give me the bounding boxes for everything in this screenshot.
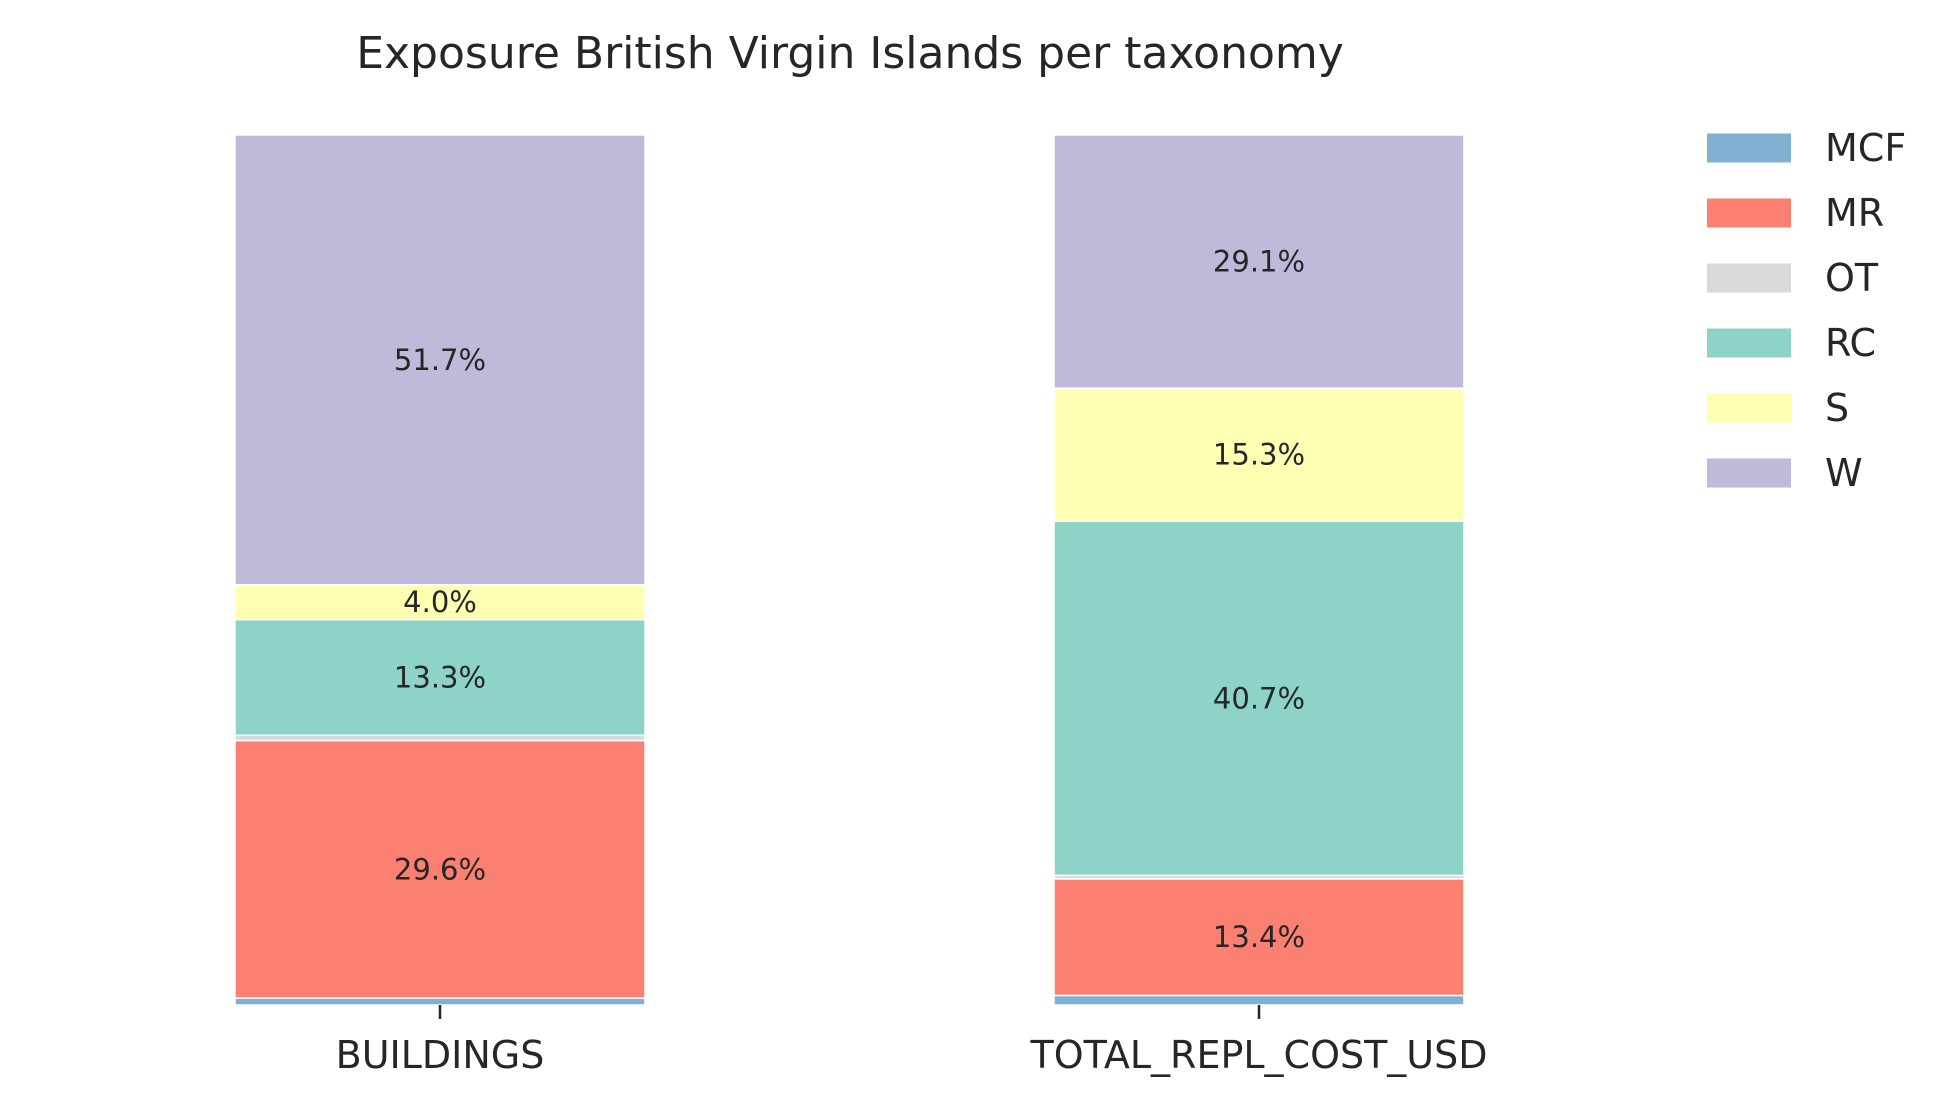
- bar-segment-buildings-rc: [234, 618, 646, 737]
- legend-swatch-ot: [1707, 263, 1791, 293]
- bar-segment-total-repl-cost-usd-mcf: [1053, 994, 1465, 1006]
- segment-label-buildings-w: 51.7%: [394, 343, 486, 377]
- legend-swatch-s: [1707, 393, 1791, 423]
- bar-segment-buildings-mcf: [234, 997, 646, 1006]
- legend-label-mr: MR: [1825, 191, 1884, 235]
- legend-swatch-w: [1707, 458, 1791, 488]
- segment-labels-group: 29.6% 13.3% 4.0% 51.7% 13.4% 40.7% 15.3% 29.1%: [394, 245, 1305, 955]
- legend-swatch-mcf: [1707, 133, 1791, 163]
- legend-label-mcf: MCF: [1825, 126, 1906, 170]
- bars-group: [234, 134, 1465, 1006]
- legend-label-s: S: [1825, 386, 1849, 430]
- bar-segment-buildings-ot: [234, 734, 646, 742]
- bar-segment-total-repl-cost-usd-s: [1053, 387, 1465, 523]
- segment-label-total-repl-cost-usd-s: 15.3%: [1213, 438, 1305, 472]
- x-axis: BUILDINGS TOTAL_REPL_COST_USD: [336, 1005, 1488, 1077]
- legend-label-w: W: [1825, 451, 1863, 495]
- segment-label-buildings-mr: 29.6%: [394, 852, 486, 886]
- legend-swatch-rc: [1707, 328, 1791, 358]
- chart-title: Exposure British Virgin Islands per taxo…: [356, 28, 1344, 79]
- segment-label-total-repl-cost-usd-rc: 40.7%: [1213, 681, 1305, 715]
- bar-segment-total-repl-cost-usd-rc: [1053, 520, 1465, 877]
- x-tick-label-buildings: BUILDINGS: [336, 1033, 545, 1077]
- segment-label-buildings-s: 4.0%: [403, 585, 477, 619]
- legend-label-ot: OT: [1825, 256, 1879, 300]
- segment-label-total-repl-cost-usd-w: 29.1%: [1213, 245, 1305, 279]
- bar-segment-total-repl-cost-usd-w: [1053, 134, 1465, 389]
- legend-label-rc: RC: [1825, 321, 1876, 365]
- x-tick-label-total-repl-cost-usd: TOTAL_REPL_COST_USD: [1029, 1033, 1487, 1077]
- segment-label-buildings-rc: 13.3%: [394, 660, 486, 694]
- legend-swatch-mr: [1707, 198, 1791, 228]
- bar-segment-buildings-mr: [234, 739, 646, 999]
- bar-segment-buildings-w: [234, 134, 646, 586]
- legend: MCF MR OT RC SW: [1707, 126, 1906, 495]
- segment-label-total-repl-cost-usd-mr: 13.4%: [1213, 920, 1305, 954]
- bar-segment-buildings-s: [234, 584, 646, 621]
